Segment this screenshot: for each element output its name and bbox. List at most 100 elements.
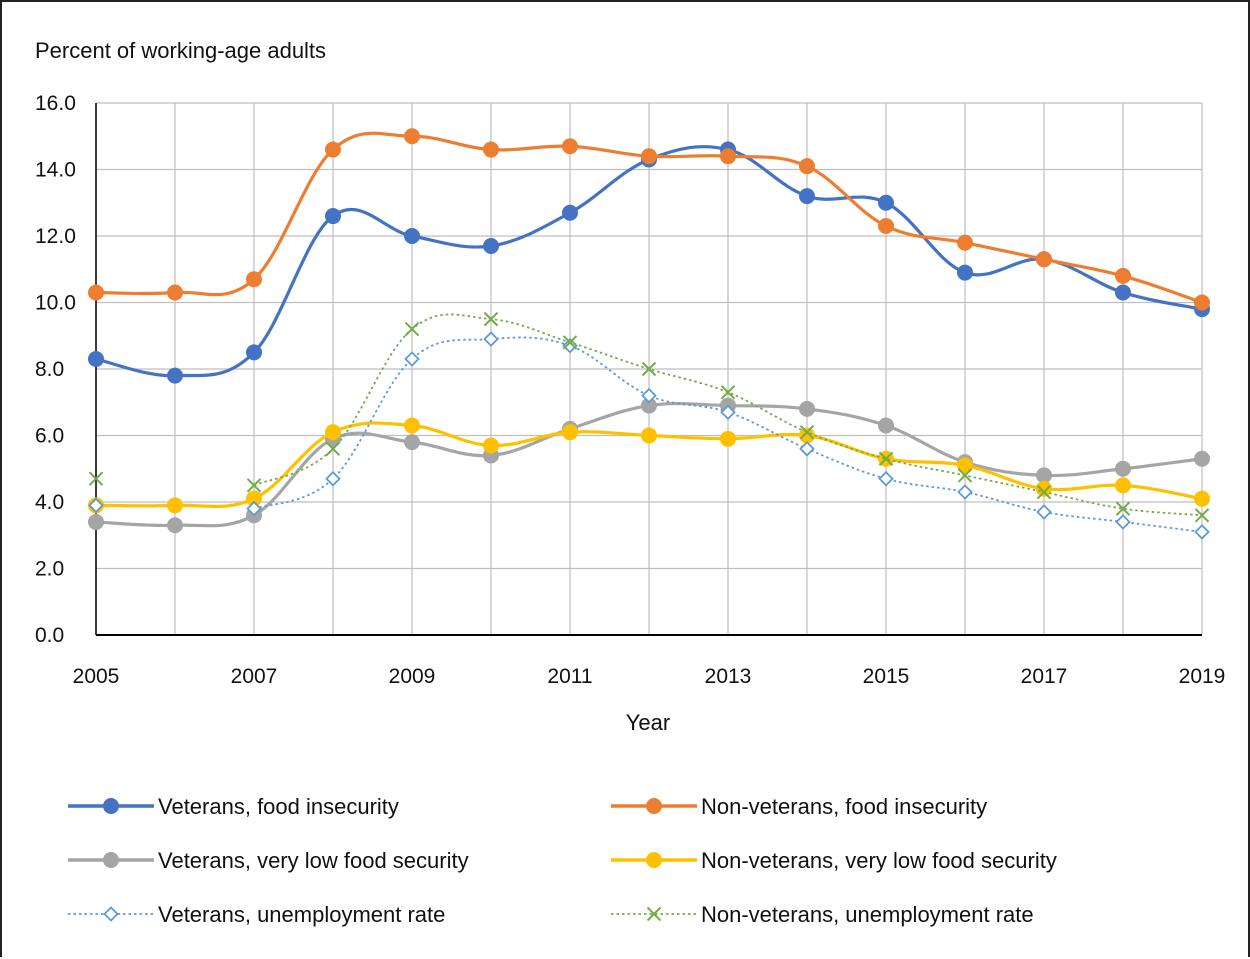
legend-marker [646, 906, 662, 922]
data-point [957, 457, 973, 474]
series-1 [88, 141, 1210, 384]
data-point [1036, 484, 1052, 500]
data-point [720, 385, 736, 400]
data-point [1115, 267, 1131, 284]
data-point [720, 148, 736, 165]
data-point [167, 517, 183, 534]
data-point [1036, 251, 1052, 268]
y-tick-label: 2.0 [35, 558, 64, 581]
data-point [404, 228, 420, 244]
data-point [799, 441, 815, 457]
data-point [641, 387, 657, 404]
data-point [325, 470, 341, 487]
data-point [325, 141, 341, 158]
x-tick-label: 2013 [705, 665, 752, 688]
data-point [167, 497, 183, 514]
legend-item: Veterans, unemployment rate [68, 902, 445, 927]
data-point [246, 344, 262, 361]
data-point [88, 284, 104, 301]
data-point [562, 335, 578, 350]
legend-label: Non-veterans, unemployment rate [701, 902, 1034, 927]
y-tick-label: 12.0 [35, 225, 76, 248]
data-point [88, 351, 104, 368]
series-4 [88, 417, 1210, 514]
data-point [799, 158, 815, 175]
x-tick-label: 2017 [1021, 665, 1068, 688]
y-tick-label: 16.0 [35, 92, 76, 115]
legend-item: Non-veterans, food insecurity [611, 794, 987, 819]
data-point [325, 208, 341, 225]
data-point [404, 434, 420, 451]
data-point [720, 404, 736, 420]
data-point [483, 141, 499, 158]
x-tick-label: 2007 [231, 665, 278, 688]
data-point [799, 427, 815, 444]
y-tick-label: 8.0 [35, 358, 64, 381]
y-tick-label: 14.0 [35, 159, 76, 182]
data-point [325, 441, 341, 457]
data-point [404, 128, 420, 145]
x-axis-label: Year [626, 710, 670, 735]
data-point [641, 427, 657, 444]
data-point [878, 218, 894, 235]
legend-marker [103, 906, 119, 922]
data-point [720, 430, 736, 447]
data-point [325, 424, 341, 441]
legend-item: Veterans, food insecurity [68, 794, 399, 819]
data-point [246, 271, 262, 288]
legend-label: Veterans, food insecurity [158, 794, 399, 819]
data-point [957, 234, 973, 251]
data-point [1115, 514, 1131, 530]
legend-marker [103, 798, 119, 814]
data-point [1115, 460, 1131, 477]
data-point [957, 264, 973, 281]
series-line [95, 421, 1203, 509]
data-point [1036, 467, 1052, 484]
data-point [799, 400, 815, 417]
data-point [88, 497, 104, 514]
data-point [483, 331, 499, 347]
series-line [253, 313, 1203, 517]
y-tick-label: 0.0 [35, 624, 64, 647]
data-point [1115, 501, 1131, 516]
data-point [562, 138, 578, 155]
data-point [404, 321, 420, 337]
data-point [1194, 490, 1210, 507]
data-point [878, 194, 894, 211]
series-line [253, 336, 1203, 533]
legend-marker [646, 852, 662, 868]
data-point [878, 451, 894, 466]
legend-item: Non-veterans, very low food security [611, 848, 1057, 873]
data-point [404, 351, 420, 367]
x-tick-label: 2019 [1179, 665, 1226, 688]
y-axis-label: Percent of working-age adults [35, 38, 326, 63]
data-point [1036, 480, 1052, 497]
data-point [562, 424, 578, 441]
x-tick-label: 2015 [863, 665, 910, 688]
data-point [246, 500, 262, 517]
y-tick-label: 4.0 [35, 491, 64, 514]
x-tick-label: 2005 [73, 665, 120, 688]
series-lines [88, 128, 1210, 540]
data-point [562, 204, 578, 221]
legend-label: Veterans, very low food security [158, 848, 469, 873]
series-line [95, 401, 1203, 528]
series-line [95, 145, 1203, 378]
data-point [404, 417, 420, 434]
data-point [957, 484, 973, 500]
data-point [641, 361, 657, 377]
data-point [167, 284, 183, 301]
data-point [1115, 477, 1131, 494]
x-tick-label: 2009 [389, 665, 436, 688]
x-tick-labels: 2005 2007 2009 2011 2013 2015 2017 2019 [73, 665, 1226, 688]
axes [95, 103, 1202, 636]
legend: Veterans, food insecurity Non-veterans, f… [68, 794, 1057, 927]
data-point [1036, 504, 1052, 520]
data-point [641, 148, 657, 165]
data-point [88, 513, 104, 530]
series-2 [88, 128, 1210, 311]
data-point [878, 417, 894, 434]
legend-label: Non-veterans, food insecurity [701, 794, 987, 819]
